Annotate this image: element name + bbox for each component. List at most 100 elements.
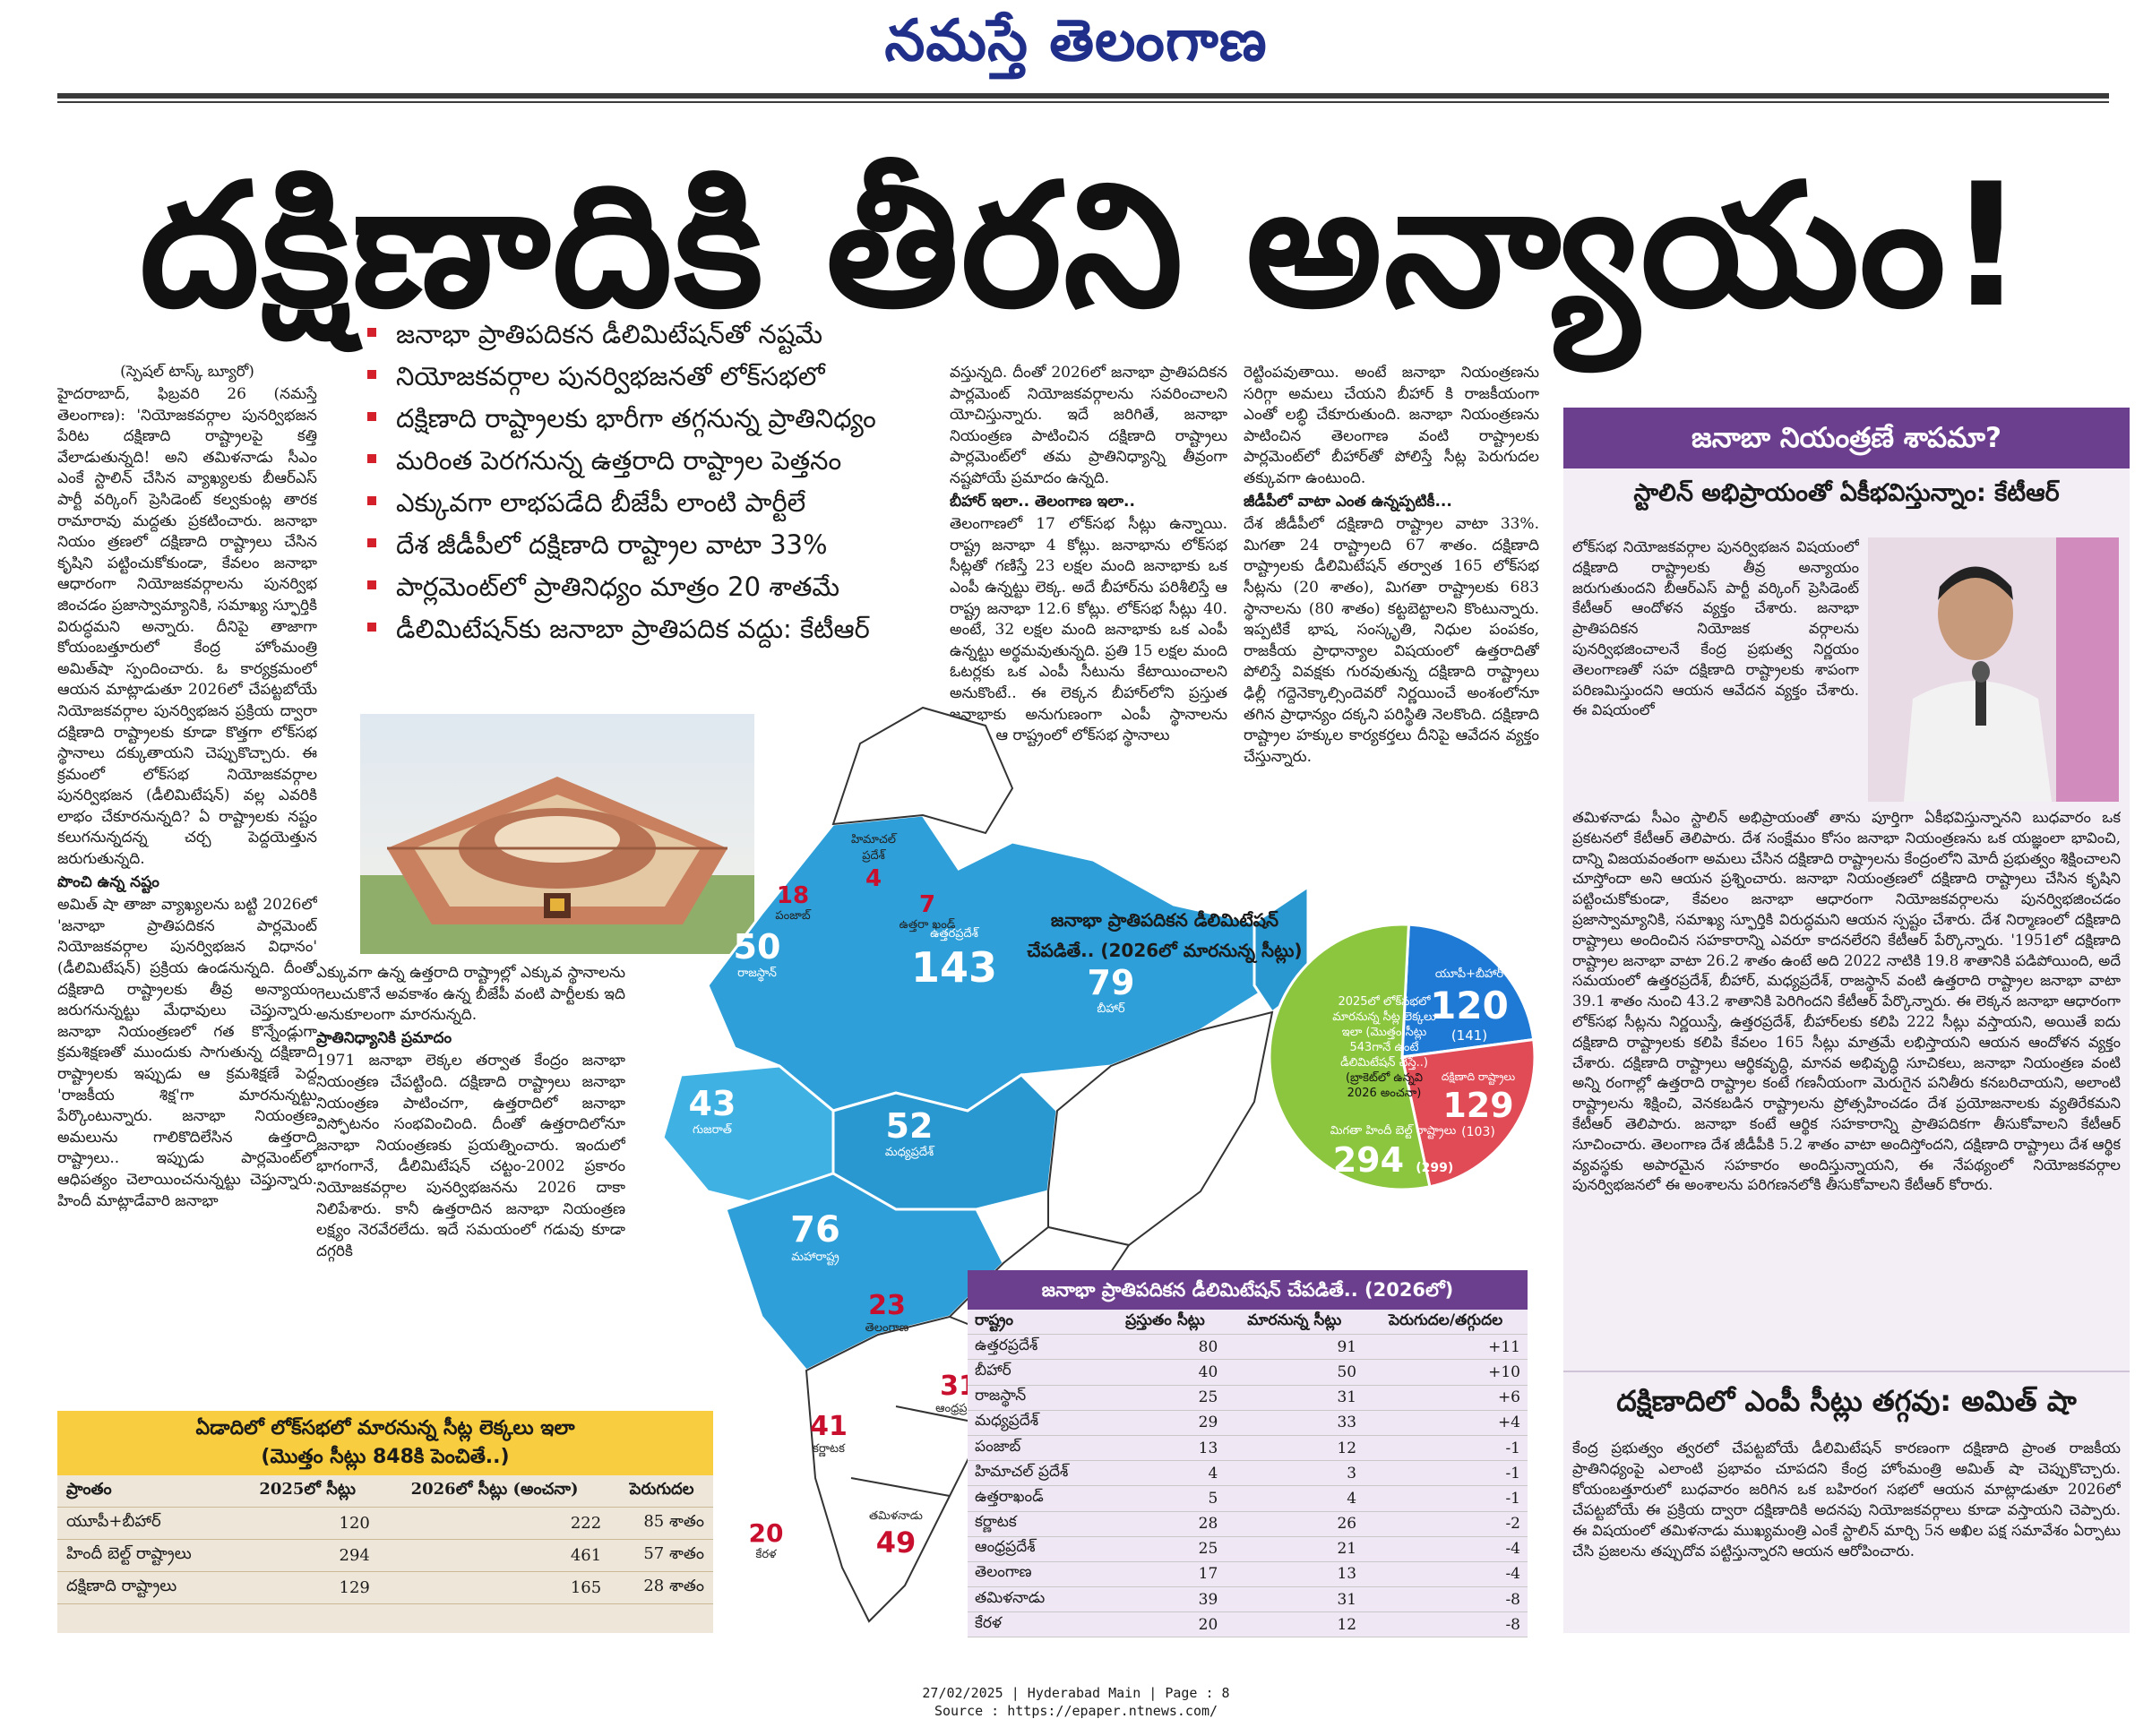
highlight-item: జనాభా ప్రాతిపదికన డీలిమిటేషన్‌తో నష్టమే (358, 314, 968, 356)
table-cell: కేరళ (968, 1611, 1106, 1638)
table-cell: ఆంధ్రప్రదేశ్ (968, 1536, 1106, 1562)
table-cell: -1 (1364, 1460, 1528, 1487)
highlight-item: ఎక్కువగా లాభపడేది బీజేపీ లాంటి పార్టీలే (358, 482, 968, 524)
table-cell: -8 (1364, 1586, 1528, 1613)
col2-paragraph-1: ఎక్కువగా ఉన్న ఉత్తరాది రాష్ట్రాల్లో ఎక్క… (316, 964, 625, 1025)
map-state-label-red: 7 ఉత్తరా ఖండ్ (899, 891, 956, 932)
table-row: యూపీ+బీహార్ 120 222 85 శాతం (57, 1507, 713, 1540)
pie-label-up-bihar: యూపీ+బీహార్ 120 (141) (1430, 967, 1509, 1044)
map-state-label-red: 41 కర్ణాటక (810, 1411, 848, 1456)
table-cell: +10 (1364, 1359, 1528, 1386)
col1-paragraph-1: హైదరాబాద్, ఫిబ్రవరి 26 (నమస్తే తెలంగాణ):… (57, 385, 317, 869)
table-cell: హిందీ బెల్ట్ రాష్ట్రాలు (57, 1539, 237, 1572)
table-cell: 25 (1105, 1536, 1226, 1562)
pie-svg (1268, 923, 1537, 1191)
table-row: రాజస్థాన్ 25 31 +6 (968, 1385, 1528, 1411)
col2-paragraph-2: 1971 జనాభా లెక్కల తర్వాత కేంద్రం జనాభా న… (316, 1052, 625, 1260)
table-cell: +11 (1364, 1334, 1528, 1361)
table-row: దక్షిణాది రాష్ట్రాలు 129 165 28 శాతం (57, 1571, 713, 1604)
map-state-label: 79 బీహార్ (1087, 963, 1135, 1016)
table-cell: తెలంగాణ (968, 1561, 1106, 1588)
table-cell: 31 (1225, 1385, 1364, 1411)
masthead-rule (57, 93, 2109, 99)
map-state-label-red: 23 తెలంగాణ (865, 1290, 909, 1335)
table-cell: 20 (1105, 1611, 1226, 1638)
map-state-label-red: 18 పంజాబ్ (775, 882, 811, 923)
table-cell: 165 (378, 1571, 611, 1604)
column-4: రెట్టింపవుతాయి. అంటే జనాభా నియంత్రణను సర… (1244, 363, 1539, 905)
sidebar-body-top: లోక్‌సభ నియోజకవర్గాల పునర్విభజన విషయంలో … (1572, 538, 1859, 719)
table-row: కర్ణాటక 28 26 -2 (968, 1511, 1528, 1537)
table-cell: 31 (1225, 1586, 1364, 1613)
table-row: ఉత్తరప్రదేశ్ 80 91 +11 (968, 1334, 1528, 1361)
table-cell: పంజాబ్ (968, 1435, 1106, 1462)
col1-paragraph-2: అమిత్ షా తాజా వ్యాఖ్యలను బట్టి 2026లో 'జ… (57, 896, 317, 1210)
table-cell: -1 (1364, 1435, 1528, 1462)
table-cell: 50 (1225, 1359, 1364, 1386)
table-cell: దక్షిణాది రాష్ట్రాలు (57, 1571, 237, 1604)
table-cell: 91 (1225, 1334, 1364, 1361)
table-cell: 39 (1105, 1586, 1226, 1613)
col4-subheading: జీడీపీలో వాటా ఎంత ఉన్నప్పటికీ... (1244, 492, 1452, 511)
col3-paragraph-1: వస్తున్నది. దీంతో 2026లో జనాభా ప్రాతిపది… (950, 364, 1227, 487)
table-cell: +4 (1364, 1410, 1528, 1436)
table-cell: కర్ణాటక (968, 1511, 1106, 1537)
table-cell: 25 (1105, 1385, 1226, 1411)
table-cell: 12 (1225, 1435, 1364, 1462)
headline: దక్షిణాదికి తీరని అన్యాయం! (139, 147, 2027, 345)
highlight-item: నియోజకవర్గాల పునర్విభజనతో లోక్‌సభలో (358, 356, 968, 398)
table-cell: 129 (236, 1571, 379, 1604)
highlight-item: దక్షిణాది రాష్ట్రాలకు భారీగా తగ్గనున్న ప… (358, 398, 968, 440)
table-row: మధ్యప్రదేశ్ 29 33 +4 (968, 1410, 1528, 1436)
highlight-item: పార్లమెంట్‌లో ప్రాతినిధ్యం మాత్రం 20 శాత… (358, 566, 968, 608)
table-cell: 461 (378, 1539, 611, 1572)
table-cell: 33 (1225, 1410, 1364, 1436)
footer: 27/02/2025 | Hyderabad Main | Page : 8 S… (0, 1684, 2152, 1720)
table-cell: -2 (1364, 1511, 1528, 1537)
pie-slice-south (1400, 1037, 1537, 1189)
table-cell: ఉత్తరాఖండ్ (968, 1485, 1106, 1512)
pie-slice-hindi-belt (1268, 923, 1432, 1191)
col2-subheading: ప్రాతినిధ్యానికి ప్రమాదం (316, 1028, 452, 1047)
table-cell: -4 (1364, 1561, 1528, 1588)
table-cell: 85 శాతం (610, 1507, 713, 1540)
table-cell: హిమాచల్ ప్రదేశ్ (968, 1460, 1106, 1487)
col3-subheading: బీహార్ ఇలా.. తెలంగాణ ఇలా.. (950, 492, 1135, 511)
table-row: బీహార్ 40 50 +10 (968, 1359, 1528, 1386)
footer-edition: 27/02/2025 | Hyderabad Main | Page : 8 (922, 1685, 1230, 1701)
highlight-item: డీలిమిటేషన్‌కు జనాబా ప్రాతిపదిక వద్దు: క… (358, 608, 968, 650)
table-cell: -8 (1364, 1611, 1528, 1638)
table-row: పంజాబ్ 13 12 -1 (968, 1435, 1528, 1462)
sidebar-heading: స్టాలిన్ అభిప్రాయంతో ఏకీభవిస్తున్నాం: కే… (1633, 479, 2060, 507)
table-row: హిందీ బెల్ట్ రాష్ట్రాలు 294 461 57 శాతం (57, 1539, 713, 1572)
table-cell: 80 (1105, 1334, 1226, 1361)
pie-label-hindi-belt: మిగతా హిందీ బెల్ట్ రాష్ట్రాలు 294 (299) (1330, 1124, 1457, 1180)
table-cell: 4 (1225, 1485, 1364, 1512)
table-row: తమిళనాడు 39 31 -8 (968, 1586, 1528, 1613)
table1: ప్రాంతం 2025లో సీట్లు 2026లో సీట్లు (అంచ… (57, 1475, 713, 1604)
highlights-list: జనాభా ప్రాతిపదికన డీలిమిటేషన్‌తో నష్టమే … (358, 314, 968, 650)
pie-center-text: 2025లో లోక్‌సభలో మారనున్న సీట్ల లెక్కలు … (1332, 995, 1436, 1100)
map-state-label: 52 మధ్యప్రదేశ్ (884, 1106, 934, 1159)
table-row: కేరళ 20 12 -8 (968, 1611, 1528, 1638)
footer-source: Source : https://epaper.ntnews.com/ (934, 1703, 1218, 1719)
seat-change-table: ఏడాదిలో లోక్‌సభలో మారనున్న సీట్ల లెక్కలు… (57, 1411, 713, 1633)
map-state-label: 76 మహారాష్ట్ర (790, 1209, 840, 1264)
table-cell: 12 (1225, 1611, 1364, 1638)
sidebar-divider (1563, 1371, 2130, 1372)
table-cell: 13 (1105, 1435, 1226, 1462)
table-row: ఉత్తరాఖండ్ 5 4 -1 (968, 1485, 1528, 1512)
map-state-label: 43 గుజరాత్ (688, 1084, 736, 1137)
table-cell: -4 (1364, 1536, 1528, 1562)
table-cell: రాజస్థాన్ (968, 1385, 1106, 1411)
table-cell: 28 (1105, 1511, 1226, 1537)
table-cell: మధ్యప్రదేశ్ (968, 1410, 1106, 1436)
table-cell: 17 (1105, 1561, 1226, 1588)
table-cell: 28 శాతం (610, 1571, 713, 1604)
column-2: ఎక్కువగా ఉన్న ఉత్తరాది రాష్ట్రాల్లో ఎక్క… (316, 963, 625, 1357)
table-cell: 120 (236, 1507, 379, 1540)
table-cell: తమిళనాడు (968, 1586, 1106, 1613)
table-cell: 222 (378, 1507, 611, 1540)
col1-subheading: పొంచి ఉన్న నష్టం (57, 872, 159, 891)
pie-slice-up-bihar (1400, 923, 1536, 1059)
